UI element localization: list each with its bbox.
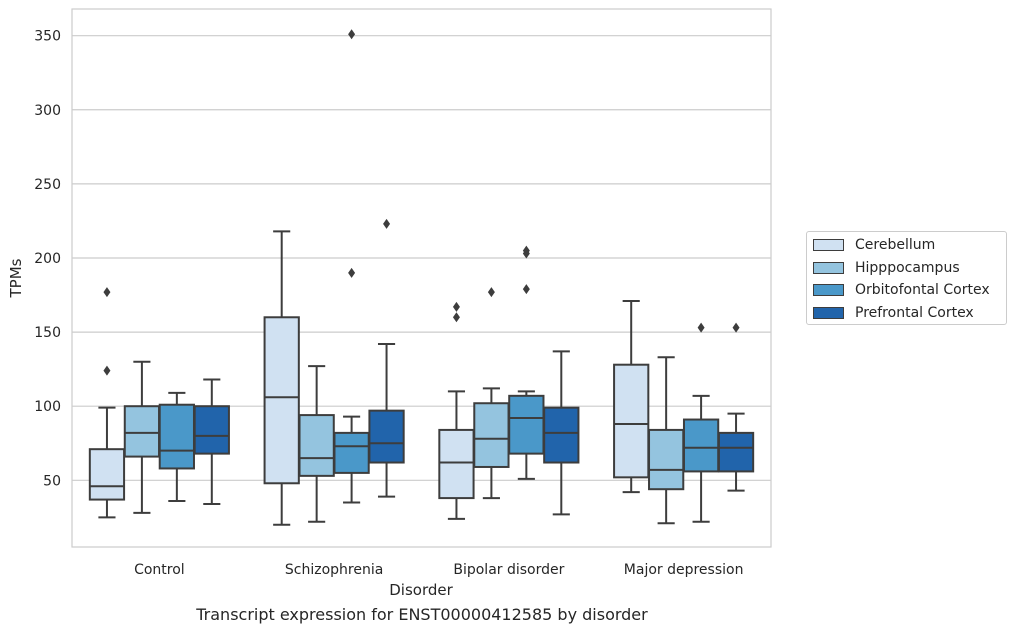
y-tick-label: 100 (34, 399, 61, 415)
y-tick-label: 200 (34, 251, 61, 267)
x-tick-label: Control (134, 562, 185, 578)
box-body (88, 448, 126, 501)
outlier-point (348, 29, 356, 40)
box (333, 29, 370, 504)
legend-item: Hipppocampus (813, 258, 960, 278)
legend-swatch (813, 284, 844, 296)
outlier-point (522, 284, 530, 295)
outlier-point (487, 287, 495, 298)
box (648, 356, 685, 525)
outlier-point (348, 267, 356, 278)
box-body (717, 431, 755, 473)
y-axis-label: TPMs (7, 258, 25, 298)
legend-swatch (813, 239, 844, 251)
box (368, 218, 405, 498)
box-body (438, 428, 475, 500)
x-tick-label: Major depression (624, 562, 744, 578)
box (682, 322, 720, 523)
box-body (158, 403, 195, 470)
x-tick-label: Schizophrenia (285, 562, 383, 578)
box (193, 378, 230, 506)
box (298, 365, 335, 523)
box-body (473, 402, 510, 468)
y-tick-label: 350 (34, 29, 61, 45)
box-body (543, 406, 580, 464)
box (88, 287, 126, 519)
box-body (333, 431, 370, 474)
outlier-point (103, 365, 111, 376)
outlier-point (452, 312, 460, 323)
legend-swatch (813, 306, 844, 319)
x-axis-ticks: Control Schizophrenia Bipolar disorder Majo… (134, 562, 743, 578)
box (543, 350, 580, 516)
outlier-point (697, 322, 705, 333)
x-tick-label: Bipolar disorder (453, 562, 564, 578)
box-body (193, 405, 230, 455)
legend-label: Orbitofontal Cortex (855, 282, 990, 298)
y-tick-label: 300 (34, 103, 61, 119)
box-body (508, 394, 545, 455)
legend-item: Prefrontal Cortex (813, 303, 974, 323)
y-tick-label: 50 (43, 473, 61, 489)
box (508, 245, 545, 480)
x-axis-label: Disorder (389, 581, 453, 599)
outlier-point (452, 301, 460, 312)
legend-item: Orbitofontal Cortex (813, 280, 990, 300)
outlier-point (103, 287, 111, 298)
legend-label: Hipppocampus (855, 259, 960, 276)
plot-area-frame (71, 8, 772, 548)
box-series (88, 29, 755, 526)
box (473, 287, 510, 500)
y-tick-label: 150 (34, 325, 61, 341)
legend: Cerebellum Hipppocampus Orbitofontal Corte… (806, 231, 1007, 325)
outlier-point (383, 218, 391, 229)
y-axis-ticks: 50 100 150 200 250 300 350 (34, 29, 61, 490)
box-body (682, 418, 720, 473)
box (158, 391, 195, 503)
y-tick-label: 250 (34, 177, 61, 193)
legend-label: Prefrontal Cortex (855, 304, 974, 321)
box-body (298, 414, 335, 477)
box (263, 230, 300, 526)
box-body (123, 405, 161, 458)
box (123, 360, 161, 514)
box-body (368, 409, 405, 464)
legend-label: Cerebellum (855, 237, 936, 253)
box (613, 299, 650, 494)
legend-swatch (813, 261, 844, 274)
box-body (613, 363, 650, 479)
box-body (648, 428, 685, 491)
legend-item: Cerebellum (813, 235, 935, 255)
outlier-point (732, 322, 740, 333)
outlier-point (522, 245, 530, 256)
box (717, 322, 755, 492)
box (438, 301, 475, 520)
box-body (263, 316, 300, 485)
figure-caption: Transcript expression for ENST0000041258… (196, 605, 648, 624)
